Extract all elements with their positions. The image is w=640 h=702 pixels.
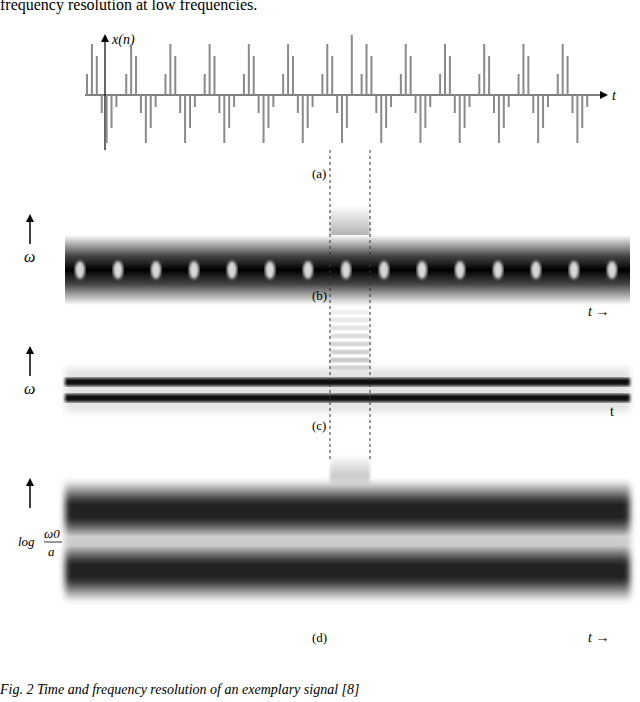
svg-text:log: log — [18, 534, 35, 549]
svg-text:(c): (c) — [312, 418, 326, 433]
svg-text:(b): (b) — [312, 288, 327, 303]
svg-text:ω0: ω0 — [44, 526, 60, 541]
svg-text:t: t — [612, 88, 617, 103]
svg-text:t →: t → — [588, 630, 609, 645]
svg-text:(d): (d) — [312, 630, 327, 645]
svg-text:(a): (a) — [312, 166, 326, 181]
svg-text:a: a — [48, 544, 55, 559]
svg-text:Fig. 2 Time and frequency reso: Fig. 2 Time and frequency resolution of … — [8, 682, 359, 697]
svg-text:frequency resolution at low fr: frequency resolution at low frequencies. — [8, 0, 257, 14]
svg-text:x(n): x(n) — [112, 32, 135, 47]
svg-text:ω: ω — [24, 380, 35, 397]
svg-text:t →: t → — [588, 304, 609, 319]
svg-text:t: t — [610, 404, 614, 419]
svg-text:ω: ω — [24, 248, 35, 265]
